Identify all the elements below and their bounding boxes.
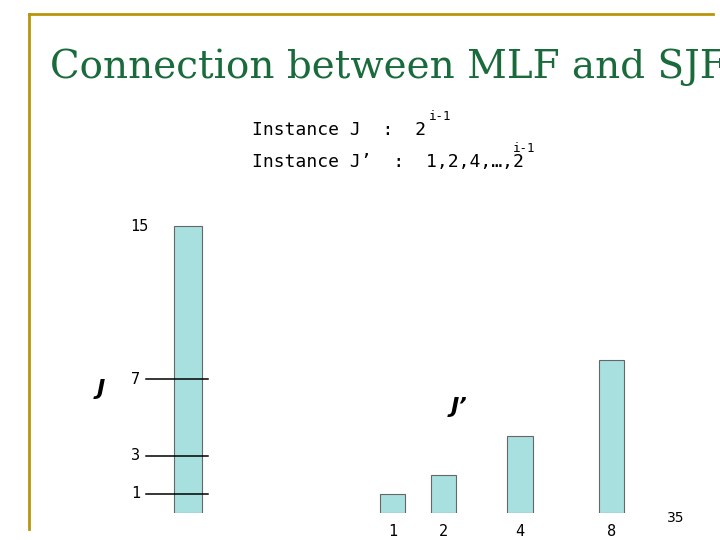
Text: Connection between MLF and SJF: Connection between MLF and SJF: [50, 49, 720, 86]
Bar: [379, 494, 405, 513]
Text: 4: 4: [516, 523, 524, 538]
Text: 15: 15: [130, 219, 149, 233]
Text: Instance J’  :  1,2,4,…,2: Instance J’ : 1,2,4,…,2: [252, 153, 524, 171]
Text: i-1: i-1: [428, 110, 451, 123]
Text: Instance J  :  2: Instance J : 2: [252, 120, 426, 139]
Text: 2: 2: [438, 523, 448, 538]
Bar: [507, 436, 533, 513]
Text: 8: 8: [607, 523, 616, 538]
Bar: [174, 226, 202, 513]
Text: J: J: [96, 379, 105, 399]
Text: i-1: i-1: [513, 142, 535, 155]
Text: 1: 1: [131, 487, 140, 501]
Bar: [431, 475, 456, 513]
Text: 35: 35: [667, 511, 684, 525]
Text: 3: 3: [131, 448, 140, 463]
Bar: [599, 360, 624, 513]
Text: J’: J’: [450, 397, 467, 417]
Text: 7: 7: [131, 372, 140, 387]
Text: 1: 1: [388, 523, 397, 538]
